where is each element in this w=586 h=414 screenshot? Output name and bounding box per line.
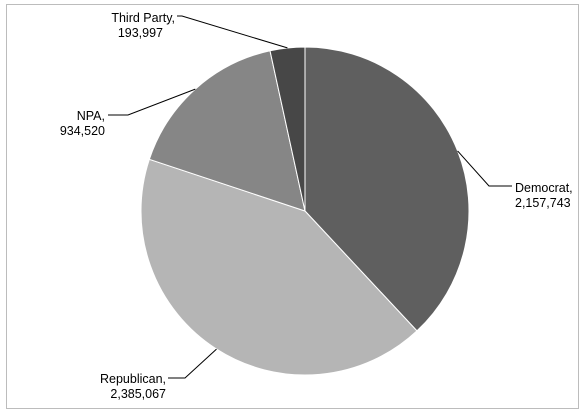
pie-slices [141,47,469,375]
slice-label-third-party-name: Third Party, [111,11,175,25]
slice-label-third-party-value: 193,997 [118,26,163,40]
leader-line-republican [168,349,217,378]
leader-line-third-party [177,16,287,48]
slice-label-republican-value: 2,385,067 [110,387,166,401]
slice-label-republican-name: Republican, [100,372,166,386]
slice-label-democrat-value: 2,157,743 [515,196,571,210]
slice-label-democrat-name: Democrat, [515,181,573,195]
slice-label-npa-value: 934,520 [60,124,105,138]
slice-label-npa-name: NPA, [77,109,105,123]
